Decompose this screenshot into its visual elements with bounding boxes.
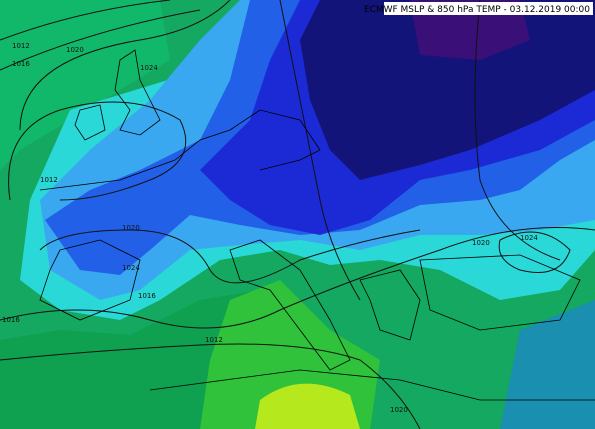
isobar-label: 1024 — [520, 234, 538, 242]
isobar-label: 1016 — [12, 60, 30, 68]
isobar-label: 1024 — [122, 264, 140, 272]
isobar-label: 1012 — [205, 336, 223, 344]
isobar-label: 1020 — [390, 406, 408, 414]
isobar — [0, 343, 421, 429]
coastline — [229, 239, 351, 371]
isobar — [8, 101, 187, 201]
coastline — [149, 369, 595, 401]
isobar — [498, 231, 571, 273]
field-teal — [500, 300, 595, 429]
isobar-label: 1016 — [2, 316, 20, 324]
title-box — [384, 2, 593, 15]
isobar-label: 1020 — [66, 46, 84, 54]
isobar-label: 1020 — [122, 224, 140, 232]
coastline — [114, 49, 161, 136]
coastline — [39, 109, 321, 191]
isobar-label: 1012 — [12, 42, 30, 50]
isobar — [19, 0, 231, 131]
field-yellow — [255, 383, 360, 429]
coastline — [359, 269, 421, 341]
isobar — [0, 227, 595, 329]
isobar-label: 1016 — [138, 292, 156, 300]
isobar — [279, 0, 361, 301]
map-title: ECMWF MSLP & 850 hPa TEMP - 03.12.2019 0… — [364, 5, 590, 15]
isobar — [0, 9, 201, 71]
isobar — [39, 229, 421, 284]
isobar-label: 1024 — [140, 64, 158, 72]
isobar — [474, 0, 561, 261]
field-navy — [300, 0, 595, 180]
isobar — [0, 0, 171, 41]
isobar-label: 1020 — [472, 239, 490, 247]
coastline — [74, 104, 106, 141]
coastline — [39, 239, 141, 321]
isobar-label: 1012 — [40, 176, 58, 184]
coastlines — [39, 49, 595, 401]
coastline — [419, 254, 581, 331]
